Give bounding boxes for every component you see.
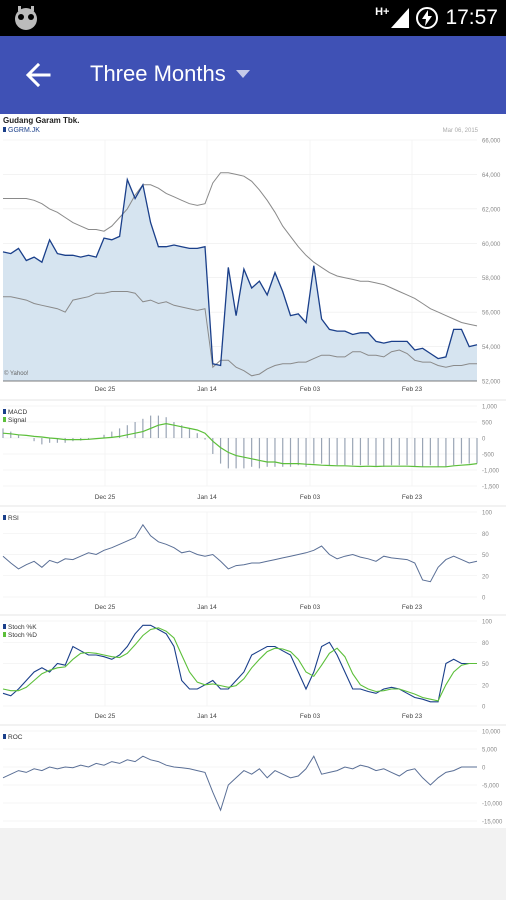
arrow-back-icon bbox=[25, 62, 51, 88]
status-time: 17:57 bbox=[445, 6, 498, 29]
rsi-chart-y-tick-label: 80 bbox=[482, 532, 489, 538]
macd-chart-legend-swatch bbox=[3, 409, 6, 414]
cyanogen-logo-icon bbox=[15, 6, 37, 30]
price-chart-y-tick-label: 56,000 bbox=[482, 311, 501, 317]
rsi-chart-y-tick-label: 50 bbox=[482, 553, 489, 559]
battery-charging-icon bbox=[416, 7, 439, 29]
price-chart-y-tick-label: 54,000 bbox=[482, 345, 501, 351]
price-chart-y-tick-label: 52,000 bbox=[482, 380, 501, 386]
macd-chart-legend-label: Signal bbox=[8, 417, 27, 424]
bottom-area bbox=[0, 828, 506, 900]
roc-chart-y-tick-label: 5,000 bbox=[482, 748, 498, 754]
rsi-chart-x-tick-label: Dec 25 bbox=[95, 604, 116, 611]
rsi-chart-x-tick-label: Feb 23 bbox=[402, 604, 423, 611]
stoch-chart-x-tick-label: Jan 14 bbox=[197, 713, 217, 720]
network-type-label: H+ bbox=[375, 6, 390, 18]
period-title: Three Months bbox=[90, 61, 226, 86]
stoch-chart-legend-label: Stoch %K bbox=[8, 624, 37, 631]
price-chart-y-tick-label: 64,000 bbox=[482, 173, 501, 179]
stoch-chart-legend-label: Stoch %D bbox=[8, 632, 37, 639]
macd-chart-y-tick-label: -500 bbox=[482, 453, 495, 459]
price-chart-price-line bbox=[2, 177, 478, 367]
macd-chart-x-tick-label: Feb 23 bbox=[402, 494, 423, 501]
rsi-chart-legend-label: RSI bbox=[8, 515, 19, 522]
macd-chart-x-tick-label: Feb 03 bbox=[300, 494, 321, 501]
roc-chart-y-tick-label: -5,000 bbox=[482, 784, 500, 790]
macd-chart-y-tick-label: -1,000 bbox=[482, 469, 500, 475]
stoch-chart-x-tick-label: Feb 23 bbox=[402, 713, 423, 720]
chart-area: Gudang Garam Tbk. GGRM.JK Mar 06, 2015 6… bbox=[0, 114, 506, 828]
signal-strength-icon bbox=[391, 8, 410, 28]
app-bar: Three Months bbox=[0, 36, 506, 114]
roc-chart-legend-swatch bbox=[3, 734, 6, 739]
price-chart-y-tick-label: 66,000 bbox=[482, 139, 501, 145]
rsi-chart-y-tick-label: 0 bbox=[482, 596, 486, 602]
stoch-chart-d-line bbox=[2, 627, 477, 702]
caret-down-icon bbox=[235, 70, 250, 78]
price-chart-x-tick-label: Jan 14 bbox=[197, 386, 217, 393]
price-chart-lower-band-line bbox=[3, 291, 477, 377]
macd-chart-y-tick-label: 500 bbox=[482, 421, 493, 427]
price-chart-x-tick-label: Feb 03 bbox=[300, 386, 321, 393]
ticker-legend: GGRM.JK bbox=[3, 127, 40, 134]
stoch-chart-x-tick-label: Dec 25 bbox=[95, 713, 116, 720]
price-chart-x-tick-label: Dec 25 bbox=[95, 386, 116, 393]
macd-chart-signal-line bbox=[2, 422, 478, 468]
chart-date: Mar 06, 2015 bbox=[442, 128, 478, 134]
price-chart-y-tick-label: 60,000 bbox=[482, 242, 501, 248]
stoch-chart-y-tick-label: 50 bbox=[482, 662, 489, 668]
macd-chart-x-tick-label: Dec 25 bbox=[95, 494, 116, 501]
price-chart-area-fill bbox=[3, 179, 477, 381]
rsi-chart-legend-swatch bbox=[3, 515, 6, 520]
ticker-label: GGRM.JK bbox=[8, 127, 40, 134]
macd-chart-y-tick-label: -1,500 bbox=[482, 485, 500, 491]
price-chart-y-tick-label: 58,000 bbox=[482, 276, 501, 282]
macd-chart-x-tick-label: Jan 14 bbox=[197, 494, 217, 501]
macd-chart-legend-label: MACD bbox=[8, 409, 27, 416]
rsi-chart-x-tick-label: Jan 14 bbox=[197, 604, 217, 611]
rsi-chart-y-tick-label: 20 bbox=[482, 574, 489, 580]
stoch-chart-y-tick-label: 80 bbox=[482, 641, 489, 647]
stoch-chart-y-tick-label: 100 bbox=[482, 620, 493, 626]
legend-swatch bbox=[3, 127, 6, 132]
roc-chart-roc-line bbox=[2, 755, 477, 812]
macd-chart-y-tick-label: 0 bbox=[482, 437, 486, 443]
price-chart-x-tick-label: Feb 23 bbox=[402, 386, 423, 393]
stoch-chart-x-tick-label: Feb 03 bbox=[300, 713, 321, 720]
stoch-chart-y-tick-label: 0 bbox=[482, 705, 486, 711]
source-label: © Yahoo! bbox=[4, 370, 29, 377]
roc-chart-y-tick-label: 10,000 bbox=[482, 730, 501, 736]
stoch-chart-legend-swatch bbox=[3, 624, 6, 629]
price-chart-upper-band-line bbox=[3, 172, 478, 327]
rsi-chart-y-tick-label: 100 bbox=[482, 511, 493, 517]
period-selector[interactable]: Three Months bbox=[90, 61, 250, 87]
roc-chart-y-tick-label: -15,000 bbox=[482, 820, 503, 826]
stoch-chart-y-tick-label: 20 bbox=[482, 683, 489, 689]
company-name: Gudang Garam Tbk. bbox=[3, 116, 80, 125]
rsi-chart-rsi-line bbox=[2, 523, 478, 583]
status-bar: H+ 17:57 bbox=[0, 0, 506, 36]
stoch-chart-legend-swatch bbox=[3, 632, 6, 637]
macd-chart-y-tick-label: 1,000 bbox=[482, 405, 498, 411]
rsi-chart-x-tick-label: Feb 03 bbox=[300, 604, 321, 611]
roc-chart-y-tick-label: -10,000 bbox=[482, 802, 503, 808]
roc-chart-legend-label: ROC bbox=[8, 734, 23, 741]
roc-chart-y-tick-label: 0 bbox=[482, 766, 486, 772]
price-chart-y-tick-label: 62,000 bbox=[482, 207, 501, 213]
macd-chart-legend-swatch bbox=[3, 417, 6, 422]
back-button[interactable] bbox=[14, 53, 62, 97]
charts-svg: 66,000 64,000 62,000 60,000 58,000 56,000 54,0… bbox=[0, 139, 506, 826]
